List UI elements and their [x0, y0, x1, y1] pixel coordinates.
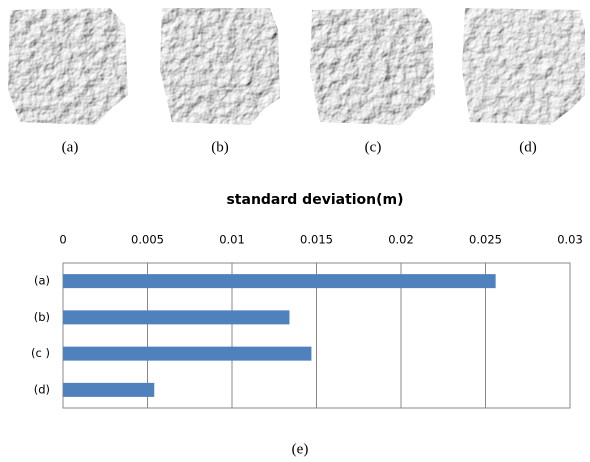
surface-image — [462, 8, 585, 125]
bar — [63, 383, 154, 397]
panel-label: (a) — [62, 139, 79, 155]
x-tick-label: 0.03 — [557, 233, 583, 247]
caption: (e) — [292, 441, 309, 457]
chart-title: standard deviation(m) — [226, 192, 403, 208]
y-tick-label: (d) — [34, 382, 50, 396]
panel-images — [8, 8, 585, 125]
panel-label: (c) — [365, 139, 382, 155]
x-tick-label: 0.015 — [300, 233, 333, 247]
figure: (a) (b) (c) (d) standard deviation(m) (e… — [0, 0, 590, 462]
surface-image — [160, 8, 280, 125]
panel-label: (d) — [519, 139, 537, 155]
x-tick-label: 0.005 — [131, 233, 164, 247]
y-tick-label: (c ) — [31, 346, 50, 360]
bar — [63, 310, 289, 324]
surface-image — [310, 8, 435, 125]
x-tick-label: 0.025 — [469, 233, 502, 247]
bar — [63, 347, 311, 361]
surface-image — [8, 8, 128, 125]
y-tick-label: (a) — [34, 274, 50, 288]
panel-label: (b) — [211, 139, 229, 155]
bar-chart: 0 0.005 0.01 0.015 0.02 0.025 0.03 (a) (b) (c ) (d… — [31, 233, 583, 409]
page: {"figure": {"panel_labels": ["(a)", "(b)… — [0, 0, 590, 462]
y-tick-label: (b) — [34, 310, 50, 324]
x-tick-label: 0.01 — [219, 233, 245, 247]
x-tick-label: 0.02 — [388, 233, 414, 247]
x-tick-label: 0 — [59, 233, 66, 247]
bar — [63, 274, 496, 288]
